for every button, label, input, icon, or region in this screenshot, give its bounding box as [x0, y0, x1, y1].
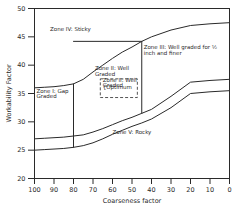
svg-text:100: 100 [28, 186, 40, 194]
svg-text:Zone II: WellGraded: Zone II: WellGraded [95, 65, 130, 77]
svg-text:Zone III: Well graded for ½inc: Zone III: Well graded for ½inch and fine… [144, 44, 217, 56]
svg-text:70: 70 [89, 186, 97, 194]
svg-text:Coarseness factor: Coarseness factor [103, 197, 162, 205]
svg-text:50: 50 [128, 186, 136, 194]
svg-text:50: 50 [17, 5, 25, 13]
svg-text:60: 60 [108, 186, 116, 194]
svg-text:40: 40 [17, 61, 25, 69]
svg-text:30: 30 [17, 118, 25, 126]
svg-text:80: 80 [69, 186, 77, 194]
svg-text:10: 10 [206, 186, 214, 194]
svg-text:20: 20 [186, 186, 194, 194]
svg-text:{Optimum: {Optimum [103, 84, 132, 91]
svg-text:0: 0 [227, 186, 231, 194]
svg-text:90: 90 [50, 186, 58, 194]
svg-text:Workability Factor: Workability Factor [5, 64, 13, 123]
svg-text:45: 45 [17, 33, 25, 41]
svg-text:Zone IV: Sticky: Zone IV: Sticky [50, 26, 91, 33]
svg-text:20: 20 [17, 175, 25, 183]
svg-text:35: 35 [17, 90, 25, 98]
svg-text:30: 30 [167, 186, 175, 194]
svg-text:Zone I: GapGraded: Zone I: GapGraded [36, 88, 69, 100]
svg-text:25: 25 [17, 146, 25, 154]
svg-text:Zone V: Rocky: Zone V: Rocky [113, 129, 153, 136]
svg-text:40: 40 [147, 186, 155, 194]
